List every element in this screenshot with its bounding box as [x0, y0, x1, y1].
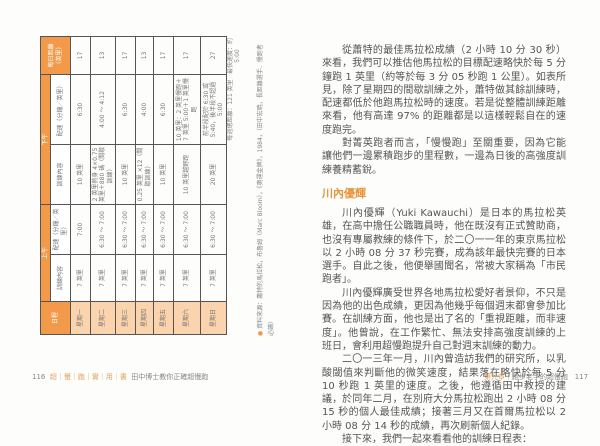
schedule-table: 日程 上午 下午 每日距離（英里） 訓練內容 配速（分鐘／英里） 訓練內容 配速…: [40, 36, 227, 335]
cell-distance: 13: [135, 36, 154, 75]
cell-distance: 17: [115, 36, 136, 75]
header-daily-distance: 每日距離（英里）: [40, 36, 71, 75]
cell-day: 星期三: [115, 301, 136, 335]
cell-pm-pace: 10 英里：2 英里慢跑＋7 英里 5:00＋1 英里慢跑: [173, 74, 201, 145]
footnote-text: 資料來源：蕭特的馬拉松，布魯姆（Marc Bloom），《奧運金牌》，1984，…: [257, 44, 275, 336]
right-page-number: 117: [574, 373, 589, 381]
chapter-label: 第九章: [484, 373, 505, 381]
cell-am-pace: 6:30 ～ 7:00: [135, 204, 154, 255]
cell-day: 星期四: [135, 301, 154, 335]
body-text-1: 從蕭特的最佳馬拉松成績（2 小時 10 分 30 秒）來看，我們可以推估他馬拉松…: [322, 44, 566, 177]
cell-day: 星期二: [90, 301, 116, 335]
cell-am-content: 7 英里: [70, 254, 91, 302]
table-row: 星期四 7 英里 6:30 ～ 7:00 0.25 英里 ×12（間歇訓練） 4:00 1…: [135, 36, 154, 335]
cell-am-pace: 6:30 ～ 7:00: [200, 204, 227, 255]
cell-am-content: 7 英里: [200, 254, 227, 302]
header-pm-content: 訓練內容: [50, 144, 71, 205]
cell-am-content: 7 英里: [115, 254, 136, 302]
cell-pm-content: 10 英里越野跑: [173, 144, 201, 205]
cell-pm-content: 2 英里熱身 4×0.75 英里＋880 碼（間歇訓練）: [90, 144, 116, 205]
cell-am-pace: 7:00: [70, 204, 91, 255]
paragraph: 對菁英跑者而言，「慢慢跑」至關重要，因為它能讓他們一邊累積跑步的里程數，一邊為日…: [322, 138, 566, 176]
header-afternoon: 下午: [40, 74, 51, 205]
table-footnote: ● 資料來源：蕭特的馬拉松，布魯姆（Marc Bloom），《奧運金牌》，198…: [255, 40, 277, 336]
cell-am-content: 7 英里: [153, 254, 174, 302]
cell-am-pace: 6:30 ～ 7:00: [115, 204, 136, 255]
cell-am-content: 7 英里: [90, 254, 116, 302]
right-footer: 第九章｜跑步老手的超慢跑 117: [484, 372, 588, 382]
section-heading: 川內優輝: [322, 186, 366, 200]
left-footer: 116 超｜慢｜跑｜實｜用｜書 田中博士教你正確超慢跑: [32, 372, 208, 382]
paragraph: 川內優輝（Yuki Kawauchi）是日本的馬拉松英雄，在高中擔任公職職員時，…: [322, 207, 566, 286]
table-row: 星期二 7 英里 6:30 ～ 7:00 2 英里熱身 4×0.75 英里＋880 碼…: [90, 36, 116, 335]
cell-pm-content: 10 英里: [115, 144, 136, 205]
cell-am-content: 7 英里: [135, 254, 154, 302]
cell-am-pace: 6:30 ～ 7:00: [153, 204, 174, 255]
body-text-2: 川內優輝（Yuki Kawauchi）是日本的馬拉松英雄，在高中擔任公職職員時，…: [322, 207, 566, 446]
bullet-icon: ●: [257, 330, 264, 336]
cell-day: 星期五: [153, 301, 174, 335]
cell-am-pace: 6:30 ～ 7:00: [90, 204, 116, 255]
cell-distance: 13: [90, 36, 116, 75]
table-row: 星期一 7 英里 7:00 10 英里 6:30 17: [70, 36, 91, 335]
table-row: 星期日 7 英里 6:30 ～ 7:00 20 英里 前半段配於 6:30 或 5:40…: [200, 36, 227, 335]
paragraph: 川內優輝廣受世界各地馬拉松愛好者景仰，不只是因為他的出色成績，更因為他幾乎每個週…: [322, 287, 566, 352]
table-row: 星期五 7 英里 6:30 ～ 7:00 10 英里 6:30 17: [153, 36, 174, 335]
cell-pm-pace: 6:30: [153, 74, 174, 145]
cell-pm-pace: 6:30: [70, 74, 91, 145]
right-page-body: 從蕭特的最佳馬拉松成績（2 小時 10 分 30 秒）來看，我們可以推估他馬拉松…: [322, 44, 566, 446]
cell-pm-pace: 前半段配於 6:30 或 5:40，後半段不超過 5:00: [200, 74, 227, 145]
weekly-total: 每週總距離：121 英里: [227, 79, 234, 141]
cell-pm-content: 20 英里: [200, 144, 227, 205]
fastest-pace: 最快速度：約 5:00: [227, 38, 242, 75]
header-am-pace: 配速（分鐘／英里）: [50, 204, 71, 255]
cell-distance: 17: [153, 36, 174, 75]
cell-distance: 27: [200, 36, 227, 75]
cell-day: 星期日: [200, 301, 227, 335]
cell-am-content: 7 英里: [173, 254, 201, 302]
cell-pm-pace: 6:30: [115, 74, 136, 145]
table-summary: 每週總距離：121 英里 最快速度：約 5:00: [227, 37, 245, 335]
header-morning: 上午: [40, 204, 51, 302]
header-schedule: 日程: [40, 301, 71, 335]
table-row: 星期六 7 英里 6:30 ～ 7:00 10 英里越野跑 10 英里：2 英里慢跑＋7…: [173, 36, 201, 335]
book-series: 超｜慢｜跑｜實｜用｜書: [49, 373, 127, 381]
left-page-number: 116: [32, 373, 46, 381]
cell-pm-pace: 4:00 ～ 4:12: [90, 74, 116, 145]
cell-day: 星期一: [70, 301, 91, 335]
training-schedule-table: 日程 上午 下午 每日距離（英里） 訓練內容 配速（分鐘／英里） 訓練內容 配速…: [40, 36, 245, 335]
paragraph: 從蕭特的最佳馬拉松成績（2 小時 10 分 30 秒）來看，我們可以推估他馬拉松…: [322, 45, 566, 136]
cell-day: 星期六: [173, 301, 201, 335]
paragraph: 接下來，我們一起來看看他的訓練日程表：: [342, 434, 532, 446]
cell-distance: 17: [70, 36, 91, 75]
header-am-content: 訓練內容: [50, 254, 71, 302]
table-row: 星期三 7 英里 6:30 ～ 7:00 10 英里 6:30 17: [115, 36, 136, 335]
cell-pm-content: 10 英里: [70, 144, 91, 205]
cell-pm-pace: 4:00: [135, 74, 154, 145]
cell-am-pace: 6:30 ～ 7:00: [173, 204, 201, 255]
cell-pm-content: 10 英里: [153, 144, 174, 205]
cell-pm-content: 0.25 英里 ×12（間歇訓練）: [135, 144, 154, 205]
chapter-title: ｜跑步老手的超慢跑: [505, 373, 568, 381]
book-title: 田中博士教你正確超慢跑: [131, 373, 209, 381]
cell-distance: 17: [173, 36, 201, 75]
paragraph: 二〇一三年一月，川內曾造訪我們的研究所，以乳酸閾值來判斷他的微笑速度，結果落在略…: [322, 354, 566, 432]
header-pm-pace: 配速（分鐘／英里）: [50, 74, 71, 145]
